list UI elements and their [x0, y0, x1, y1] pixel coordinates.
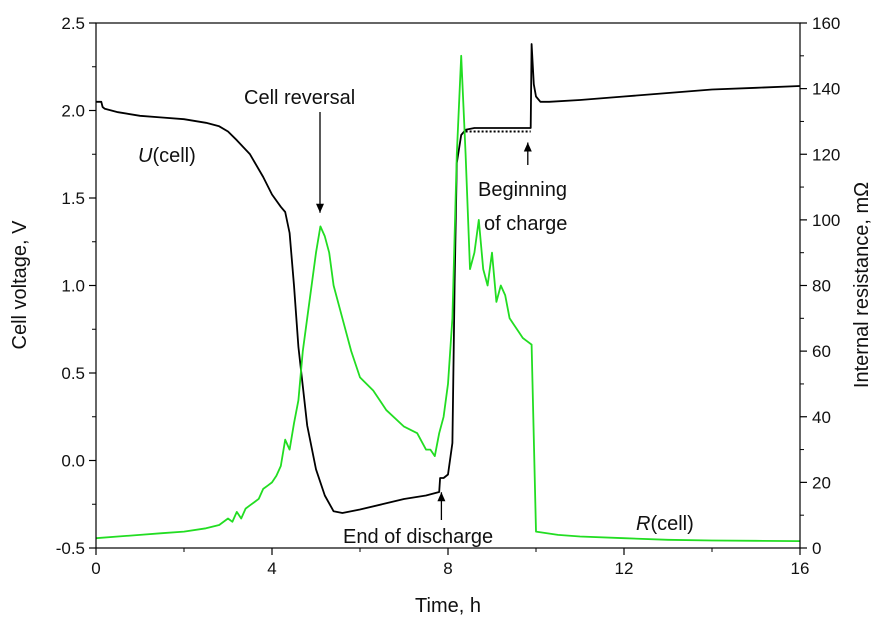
- ucell-label-rest: (cell): [152, 145, 195, 167]
- y-right-tick-label: 140: [812, 80, 840, 99]
- annotation-end-of-discharge: End of discharge: [343, 526, 493, 548]
- arrow-end-discharge-head: [437, 492, 446, 502]
- y-right-tick-label: 40: [812, 408, 831, 427]
- y-left-tick-label: 2.0: [61, 102, 85, 121]
- plot-area: [96, 23, 800, 548]
- series-line-ucell: [96, 43, 801, 514]
- x-tick-label: 16: [791, 559, 810, 578]
- y-left-axis-title: Cell voltage, V: [9, 220, 31, 350]
- y-right-tick-label: 120: [812, 145, 840, 164]
- y-left-tick-label: -0.5: [56, 539, 85, 558]
- x-tick-label: 4: [267, 559, 276, 578]
- series-layer: [95, 43, 801, 542]
- y-left-tick-label: 0.5: [61, 364, 85, 383]
- y-right-axis-title: Internal resistance, mΩ: [851, 182, 873, 388]
- annotations-layer: Cell reversal Beginning of charge End of di…: [244, 87, 567, 548]
- y-right-tick-label: 20: [812, 473, 831, 492]
- y-right-tick-label: 160: [812, 14, 840, 33]
- y-right-tick-label: 60: [812, 342, 831, 361]
- x-tick-label: 12: [615, 559, 634, 578]
- y-left-tick-label: 1.0: [61, 277, 85, 296]
- annotation-of-charge: of charge: [484, 213, 567, 235]
- annotation-cell-reversal: Cell reversal: [244, 87, 355, 109]
- y-left-tick-label: 0.0: [61, 452, 85, 471]
- x-axis-title: Time, h: [415, 595, 481, 617]
- arrow-beginning-charge-head: [523, 142, 532, 152]
- y-right-tick-label: 80: [812, 277, 831, 296]
- ucell-label-symbol: U: [138, 145, 153, 167]
- rcell-label-symbol: R: [636, 513, 650, 535]
- series-label-ucell: U(cell): [138, 145, 196, 167]
- ticks-layer: 0 4 8 12 16 -0.5 0.0 0.5 1.0 1.5 2.0 2.5 0 20 40 60 80 10…: [56, 14, 841, 578]
- x-tick-label: 0: [91, 559, 100, 578]
- y-left-tick-label: 2.5: [61, 14, 85, 33]
- x-tick-label: 8: [443, 559, 452, 578]
- y-right-tick-label: 100: [812, 211, 840, 230]
- y-right-tick-label: 0: [812, 539, 821, 558]
- rcell-label-rest: (cell): [650, 513, 693, 535]
- series-line-rcell: [95, 54, 801, 542]
- arrow-cell-reversal-head: [316, 203, 324, 213]
- series-label-rcell: R(cell): [636, 513, 694, 535]
- annotation-beginning: Beginning: [478, 179, 567, 201]
- y-left-tick-label: 1.5: [61, 189, 85, 208]
